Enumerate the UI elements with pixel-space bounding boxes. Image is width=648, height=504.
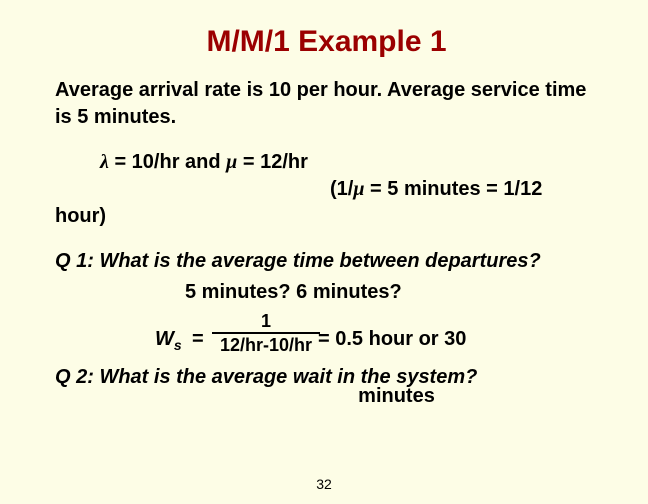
slide-title: M/M/1 Example 1: [55, 25, 598, 59]
ws-label: W: [155, 328, 174, 350]
mu-explain-close: = 5 minutes = 1/12 hour): [55, 178, 542, 227]
question-1: Q 1: What is the average time between de…: [55, 248, 598, 275]
fraction: 1 12/hr-10/hr: [212, 312, 320, 354]
fraction-numerator: 1: [212, 312, 320, 332]
intro-text: Average arrival rate is 10 per hour. Ave…: [55, 77, 598, 131]
formula-block: Ws = 1 12/hr-10/hr = 0.5 hour or 30: [110, 310, 598, 370]
q1-options: 5 minutes? 6 minutes?: [185, 281, 402, 303]
mu-symbol-2: μ: [353, 178, 364, 200]
mu-explain-open: (1/: [330, 178, 353, 200]
mu-symbol: μ: [226, 151, 237, 173]
page-number: 32: [0, 476, 648, 492]
fraction-denominator: 12/hr-10/hr: [212, 334, 320, 354]
ws-subscript: s: [174, 337, 182, 353]
equals-1: =: [192, 326, 204, 353]
mu-value: = 12/hr: [237, 151, 308, 173]
lambda-value: = 10/hr: [109, 151, 180, 173]
lambda-symbol: λ: [100, 151, 109, 173]
and-text: and: [180, 151, 227, 173]
result-text: = 0.5 hour or 30: [318, 326, 466, 353]
